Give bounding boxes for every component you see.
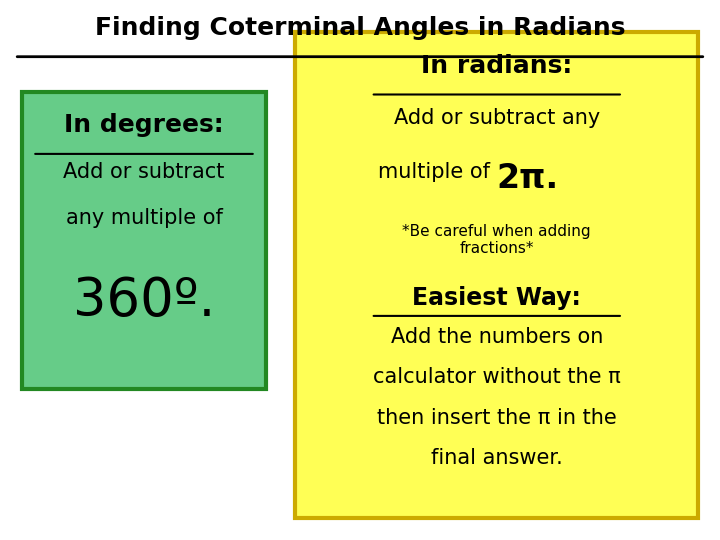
Text: then insert the π in the: then insert the π in the — [377, 408, 616, 428]
Text: multiple of: multiple of — [378, 162, 497, 182]
Text: In radians:: In radians: — [421, 54, 572, 78]
Text: Finding Coterminal Angles in Radians: Finding Coterminal Angles in Radians — [95, 16, 625, 40]
Text: 2π.: 2π. — [497, 162, 559, 195]
Text: *Be careful when adding
fractions*: *Be careful when adding fractions* — [402, 224, 591, 256]
FancyBboxPatch shape — [22, 92, 266, 389]
Text: Add or subtract any: Add or subtract any — [394, 108, 600, 128]
Text: any multiple of: any multiple of — [66, 208, 222, 228]
Text: In degrees:: In degrees: — [64, 113, 224, 137]
Text: Add the numbers on: Add the numbers on — [391, 327, 603, 347]
Text: Easiest Way:: Easiest Way: — [413, 286, 581, 310]
Text: calculator without the π: calculator without the π — [373, 367, 621, 387]
Text: 360º.: 360º. — [73, 275, 215, 327]
Text: final answer.: final answer. — [431, 448, 562, 468]
Text: Add or subtract: Add or subtract — [63, 162, 225, 182]
FancyBboxPatch shape — [295, 32, 698, 518]
